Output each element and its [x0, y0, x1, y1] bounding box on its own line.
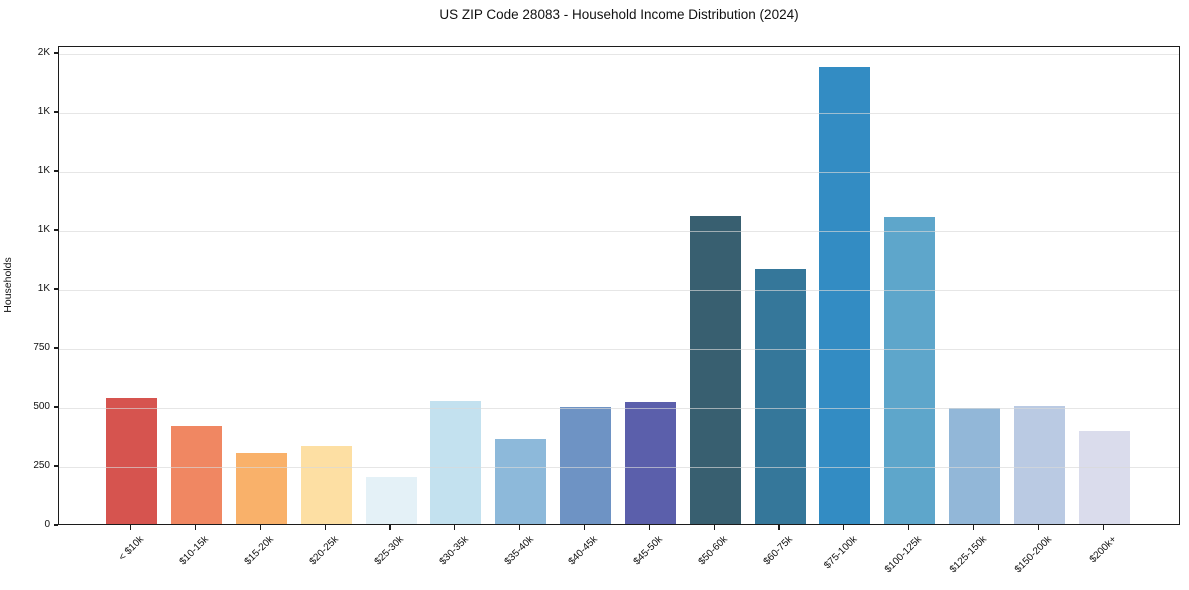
x-tick-label-$10-15k: $10-15k — [177, 534, 212, 568]
bar-$60-75k — [754, 269, 806, 524]
bar-$30-35k — [430, 401, 482, 524]
x-tick-$35-40k — [519, 525, 521, 530]
bar-$100-125k — [884, 217, 936, 524]
y-tick-0 — [53, 524, 58, 526]
x-tick-$40-45k — [583, 525, 586, 530]
x-tick-label-$45-50k: $45-50k — [631, 534, 666, 568]
x-tick-$200k+ — [1102, 525, 1104, 530]
plot-area — [58, 46, 1180, 525]
x-tick-$30-35k — [454, 525, 456, 530]
x-tick-$25-30k — [389, 525, 391, 530]
x-tick-label-< $10k: < $10k — [117, 534, 147, 564]
bar-$50-60k — [689, 216, 741, 524]
bar-$125-150k — [948, 408, 1000, 524]
x-tick-label-$100-125k: $100-125k — [883, 534, 925, 576]
gridline-1750 — [59, 113, 1179, 115]
y-tick-label-1250: 1K — [37, 224, 50, 236]
y-tick-label-0: 0 — [44, 519, 50, 530]
gridline-2000 — [59, 54, 1179, 56]
x-tick-label-$30-35k: $30-35k — [437, 534, 471, 568]
gridline-250 — [59, 467, 1179, 468]
bar-$35-40k — [495, 439, 547, 524]
gridline-1250 — [59, 231, 1179, 233]
y-tick-label-1000: 1K — [37, 283, 50, 295]
x-tick-$15-20k — [259, 525, 261, 530]
gridline-750 — [59, 349, 1179, 351]
y-tick-500 — [53, 406, 58, 408]
x-tick-$100-125k — [908, 525, 910, 530]
gridline-1500 — [59, 172, 1179, 174]
x-tick-$10-15k — [194, 525, 197, 530]
gridline-500 — [59, 408, 1179, 410]
y-tick-label-750: 750 — [33, 342, 50, 354]
bar-$25-30k — [365, 476, 417, 524]
y-tick-label-500: 500 — [33, 401, 50, 413]
x-tick-label-$50-60k: $50-60k — [696, 534, 730, 568]
y-tick-1000 — [53, 288, 58, 290]
x-tick-label-$200k+: $200k+ — [1087, 534, 1119, 566]
y-tick-1500 — [53, 170, 58, 172]
chart-title: US ZIP Code 28083 - Household Income Dis… — [439, 7, 799, 22]
x-tick-< $10k — [130, 525, 132, 530]
y-tick-1250 — [53, 229, 58, 231]
bar-$200k+ — [1078, 430, 1130, 524]
bar-$40-45k — [560, 407, 611, 524]
y-tick-label-2000: 2K — [37, 47, 50, 59]
x-tick-$150-200k — [1037, 525, 1039, 530]
y-tick-label-1500: 1K — [37, 165, 50, 177]
x-tick-label-$20-25k: $20-25k — [307, 534, 341, 568]
x-tick-label-$60-75k: $60-75k — [761, 534, 795, 568]
bar-$10-15k — [171, 426, 223, 524]
x-tick-$125-150k — [972, 525, 975, 530]
x-tick-$45-50k — [648, 525, 650, 530]
x-tick-$50-60k — [713, 525, 715, 530]
y-tick-label-250: 250 — [33, 460, 50, 471]
gridline-1000 — [59, 290, 1179, 292]
x-tick-$75-100k — [843, 525, 845, 530]
y-tick-1750 — [53, 111, 58, 113]
x-tick-label-$75-100k: $75-100k — [822, 534, 860, 572]
y-tick-250 — [53, 465, 58, 467]
bar-$45-50k — [624, 402, 676, 524]
bar-$75-100k — [819, 67, 871, 524]
x-tick-label-$35-40k: $35-40k — [502, 534, 536, 568]
bar-$150-200k — [1013, 406, 1065, 524]
y-tick-750 — [53, 347, 58, 349]
bar-$20-25k — [300, 446, 352, 524]
bar-$15-20k — [235, 453, 287, 524]
y-tick-label-1750: 1K — [37, 106, 50, 118]
x-tick-label-$150-200k: $150-200k — [1012, 534, 1055, 576]
x-tick-label-$25-30k: $25-30k — [372, 534, 406, 568]
x-tick-$60-75k — [778, 525, 780, 530]
x-tick-$20-25k — [324, 525, 326, 530]
x-tick-label-$15-20k: $15-20k — [242, 534, 277, 568]
bar-< $10k — [106, 397, 158, 524]
x-tick-label-$125-150k: $125-150k — [948, 534, 990, 576]
y-tick-2000 — [53, 52, 58, 54]
x-tick-label-$40-45k: $40-45k — [566, 534, 601, 568]
